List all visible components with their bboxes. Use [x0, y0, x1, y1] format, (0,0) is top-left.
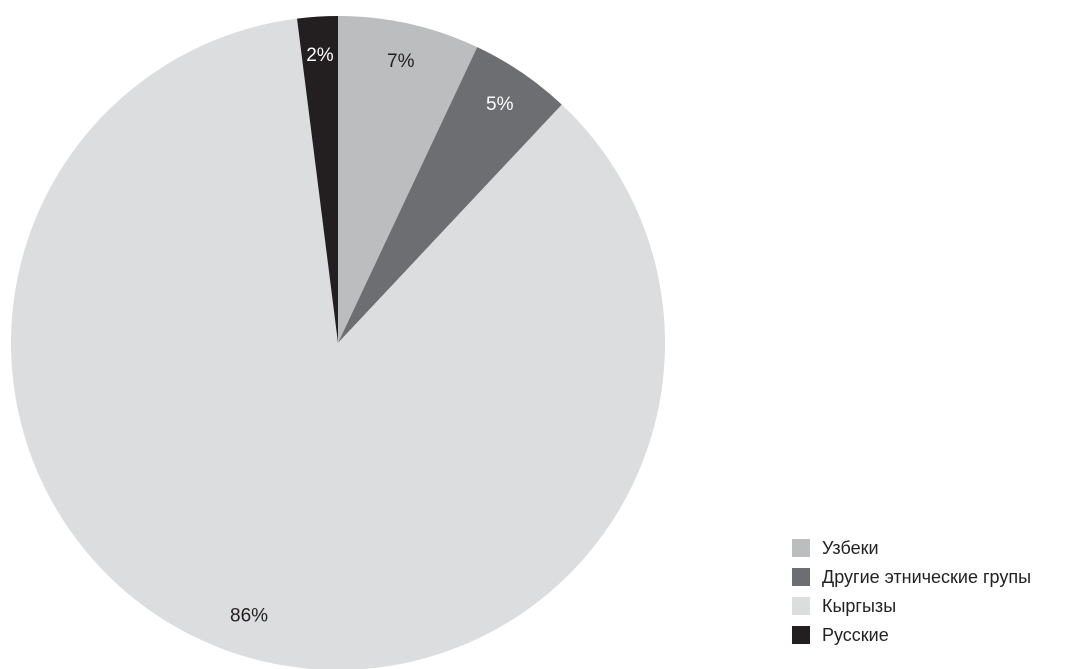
pie-slice-label-1: 5%: [486, 94, 514, 115]
legend-item-3: Русские: [792, 625, 1031, 645]
pie-slice-1: [338, 47, 562, 344]
legend-swatch-1: [792, 568, 810, 586]
pie-slice-label-2: 86%: [230, 606, 268, 627]
legend: Узбеки Другие этнические групы Кыргызы Русс…: [792, 538, 1031, 654]
legend-swatch-0: [792, 539, 810, 557]
pie-slice-0: [338, 16, 478, 343]
legend-swatch-3: [792, 626, 810, 644]
legend-label-1: Другие этнические групы: [822, 566, 1032, 587]
pie-slice-3: [297, 16, 338, 343]
pie-slice-label-0: 7%: [387, 51, 415, 72]
legend-item-0: Узбеки: [792, 538, 1031, 558]
pie-slice-label-3: 2%: [306, 45, 334, 66]
legend-item-1: Другие этнические групы: [792, 567, 1031, 587]
legend-label-2: Кыргызы: [822, 595, 897, 616]
pie-labels: 7% 5% 86% 2%: [230, 45, 514, 627]
pie-slice-2: [11, 18, 665, 669]
pie-slices: [11, 16, 665, 669]
legend-label-0: Узбеки: [822, 537, 879, 558]
legend-label-3: Русские: [822, 624, 889, 645]
legend-swatch-2: [792, 597, 810, 615]
legend-item-2: Кыргызы: [792, 596, 1031, 616]
